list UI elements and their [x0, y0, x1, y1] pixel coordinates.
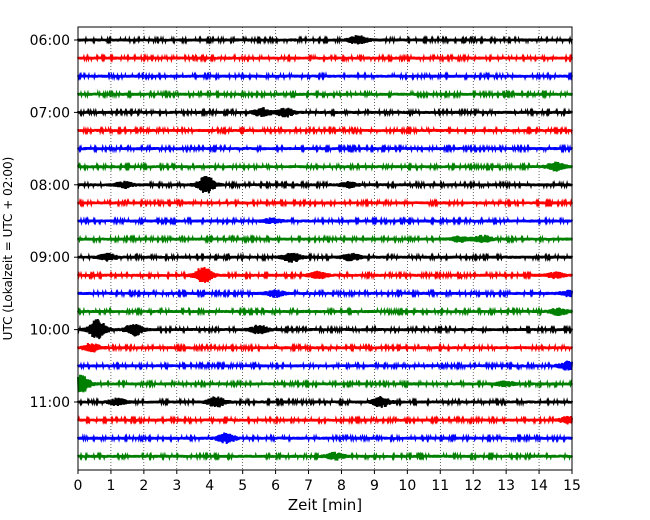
x-tick-label: 15 [563, 478, 581, 494]
x-tick-label: 14 [530, 478, 548, 494]
y-axis-ticks: 06:00 07:00 08:00 09:00 10:00 11:00 [30, 33, 78, 411]
trace-line [77, 432, 573, 445]
x-tick-label: 3 [172, 478, 181, 494]
trace-line [77, 266, 573, 283]
y-tick-label: 07:00 [30, 105, 70, 121]
x-tick-label: 0 [74, 478, 83, 494]
trace-line [77, 342, 573, 353]
x-tick-label: 5 [238, 478, 247, 494]
trace-line [77, 161, 573, 172]
trace-line [77, 451, 573, 462]
trace-line [77, 306, 573, 317]
x-axis-label: Zeit [min] [288, 496, 362, 514]
x-tick-label: 8 [337, 478, 346, 494]
x-tick-label: 1 [106, 478, 115, 494]
x-tick-label: 12 [464, 478, 482, 494]
x-tick-label: 2 [139, 478, 148, 494]
seismogram-traces [77, 34, 573, 462]
trace-line [77, 53, 573, 64]
x-tick-label: 13 [497, 478, 515, 494]
trace-line [77, 233, 573, 245]
trace-line [77, 197, 573, 208]
x-tick-label: 4 [205, 478, 214, 494]
y-tick-label: 09:00 [30, 250, 70, 266]
trace-line [77, 395, 573, 408]
y-tick-label: 06:00 [30, 33, 70, 49]
trace-line [77, 215, 573, 227]
y-axis-label: UTC (Lokalzeit = UTC + 02:00) [1, 157, 15, 341]
trace-line [77, 374, 573, 393]
y-tick-label: 11:00 [30, 395, 70, 411]
trace-line [77, 125, 573, 136]
trace-line [77, 175, 573, 194]
trace-line [77, 89, 573, 100]
trace-line [77, 143, 573, 154]
trace-line [77, 71, 573, 82]
x-tick-label: 6 [271, 478, 280, 494]
trace-line [77, 360, 573, 371]
x-tick-label: 10 [398, 478, 416, 494]
plot-frame [77, 26, 573, 471]
trace-line [77, 34, 573, 45]
x-tick-label: 11 [431, 478, 449, 494]
x-tick-label: 9 [370, 478, 379, 494]
y-tick-label: 08:00 [30, 178, 70, 194]
y-tick-label: 10:00 [30, 323, 70, 339]
trace-line [77, 318, 573, 340]
trace-line [77, 414, 573, 426]
trace-line [77, 107, 573, 118]
x-tick-label: 7 [304, 478, 313, 494]
x-axis-ticks: 0 1 2 3 4 5 6 7 8 9 10 11 12 13 14 15 [74, 470, 581, 494]
trace-line [77, 252, 573, 263]
trace-line [77, 288, 573, 299]
